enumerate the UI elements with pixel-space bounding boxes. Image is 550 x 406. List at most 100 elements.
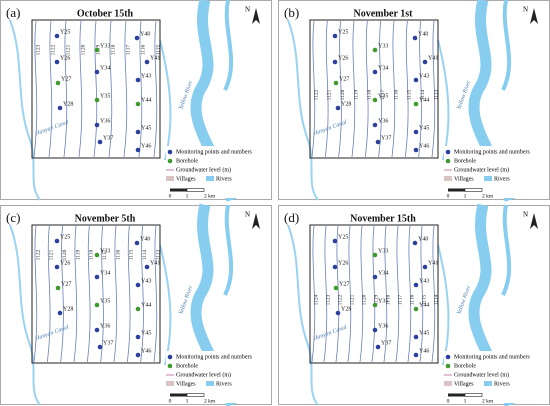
monitoring-point	[135, 77, 141, 83]
legend-text: Groundwater level (m)	[454, 166, 509, 173]
point-label: Y26	[60, 260, 70, 266]
borehole	[333, 80, 339, 86]
contour	[60, 225, 64, 363]
borehole	[413, 306, 419, 312]
contour	[347, 225, 352, 363]
monitoring-point	[413, 282, 419, 288]
contour	[311, 20, 316, 158]
contour-label: 1118	[89, 249, 95, 260]
legend-text: Monitoring points and numbers	[176, 354, 252, 360]
contour	[371, 225, 376, 363]
borehole	[372, 302, 378, 308]
legend-symbol	[484, 176, 492, 181]
contour-label: 1118	[367, 89, 373, 100]
point-label: Y33	[100, 248, 110, 254]
point-label: Y27	[339, 281, 349, 287]
contour-label: 1122	[50, 44, 56, 55]
monitoring-point	[332, 264, 338, 270]
contour-label: 1116	[409, 294, 415, 305]
point-label: Y45	[419, 125, 429, 131]
legend-symbol	[484, 381, 492, 386]
contour	[73, 225, 78, 363]
point-label: Y26	[60, 55, 70, 61]
panel-label: (c)	[6, 210, 20, 225]
point-label: Y46	[141, 143, 151, 149]
monitoring-point	[372, 122, 378, 128]
legend-text: Groundwater level (m)	[176, 371, 231, 378]
contour-label: 1122	[337, 294, 343, 305]
contour-label: 1116	[140, 44, 146, 55]
contour	[108, 20, 113, 158]
monitoring-point	[94, 274, 100, 280]
north-arrow	[252, 8, 260, 24]
monitoring-point	[135, 334, 141, 340]
monitoring-point	[134, 35, 140, 41]
contour-label: 1124	[313, 294, 319, 305]
point-label: Y40	[140, 236, 150, 242]
borehole	[55, 285, 61, 291]
legend-text: Monitoring points and numbers	[454, 149, 530, 155]
contour-label: 1114	[433, 294, 439, 305]
contour	[140, 225, 144, 363]
contour-label: 1115	[407, 89, 413, 100]
north-label: N	[245, 6, 250, 14]
contour	[63, 20, 68, 158]
contour	[86, 225, 91, 363]
borehole	[94, 252, 100, 258]
monitoring-point	[412, 240, 418, 246]
point-label: Y28	[63, 101, 73, 107]
contour	[48, 20, 53, 158]
monitoring-point	[94, 327, 100, 333]
north-label: N	[523, 6, 528, 14]
contour-label: 1121	[65, 44, 71, 55]
borehole	[372, 252, 378, 258]
legend-symbol	[445, 363, 451, 369]
point-label: Y44	[419, 97, 429, 103]
contour-label: 1117	[380, 89, 386, 100]
contour-label: 1114	[420, 89, 426, 100]
scale-bar	[170, 188, 187, 192]
scale-label: 2 km	[482, 193, 494, 199]
legend-symbol	[167, 354, 173, 360]
monitoring-point	[332, 59, 338, 65]
contour	[338, 20, 342, 158]
monitoring-point	[413, 129, 419, 135]
point-label: Y26	[338, 260, 348, 266]
monitoring-point	[412, 35, 418, 41]
point-label: Y36	[100, 323, 110, 329]
contour-label: 1118	[110, 44, 116, 55]
point-label: Y43	[141, 278, 151, 284]
point-label: Y45	[141, 125, 151, 131]
monitoring-point	[375, 344, 381, 350]
point-label: Y40	[418, 31, 428, 37]
borehole	[413, 101, 419, 107]
contour-label: 1114	[142, 249, 148, 260]
legend-symbol	[206, 176, 214, 181]
legend-symbol	[206, 381, 214, 386]
point-label: Y44	[141, 302, 151, 308]
monitoring-point	[54, 238, 60, 244]
point-label: Y41	[150, 55, 160, 61]
scale-bar	[448, 188, 465, 192]
scale-label: 2 km	[204, 193, 216, 199]
panel-title: November 1st	[354, 8, 414, 19]
contour-label: 1123	[35, 44, 41, 55]
contour	[46, 225, 51, 363]
monitoring-point	[372, 327, 378, 333]
contour	[33, 20, 38, 158]
contour-label: 1121	[327, 89, 333, 100]
contour-label: 1121	[349, 294, 355, 305]
monitoring-point	[375, 139, 381, 145]
legend-text: Borehole	[454, 158, 476, 164]
legend-text: Groundwater level (m)	[176, 166, 231, 173]
contour	[33, 225, 38, 363]
legend-text: Monitoring points and numbers	[454, 354, 530, 360]
contour	[123, 20, 128, 158]
contour-label: 1119	[75, 249, 81, 260]
contour	[311, 225, 316, 363]
point-label: Y37	[103, 135, 113, 141]
scale-label: 1	[464, 193, 467, 199]
